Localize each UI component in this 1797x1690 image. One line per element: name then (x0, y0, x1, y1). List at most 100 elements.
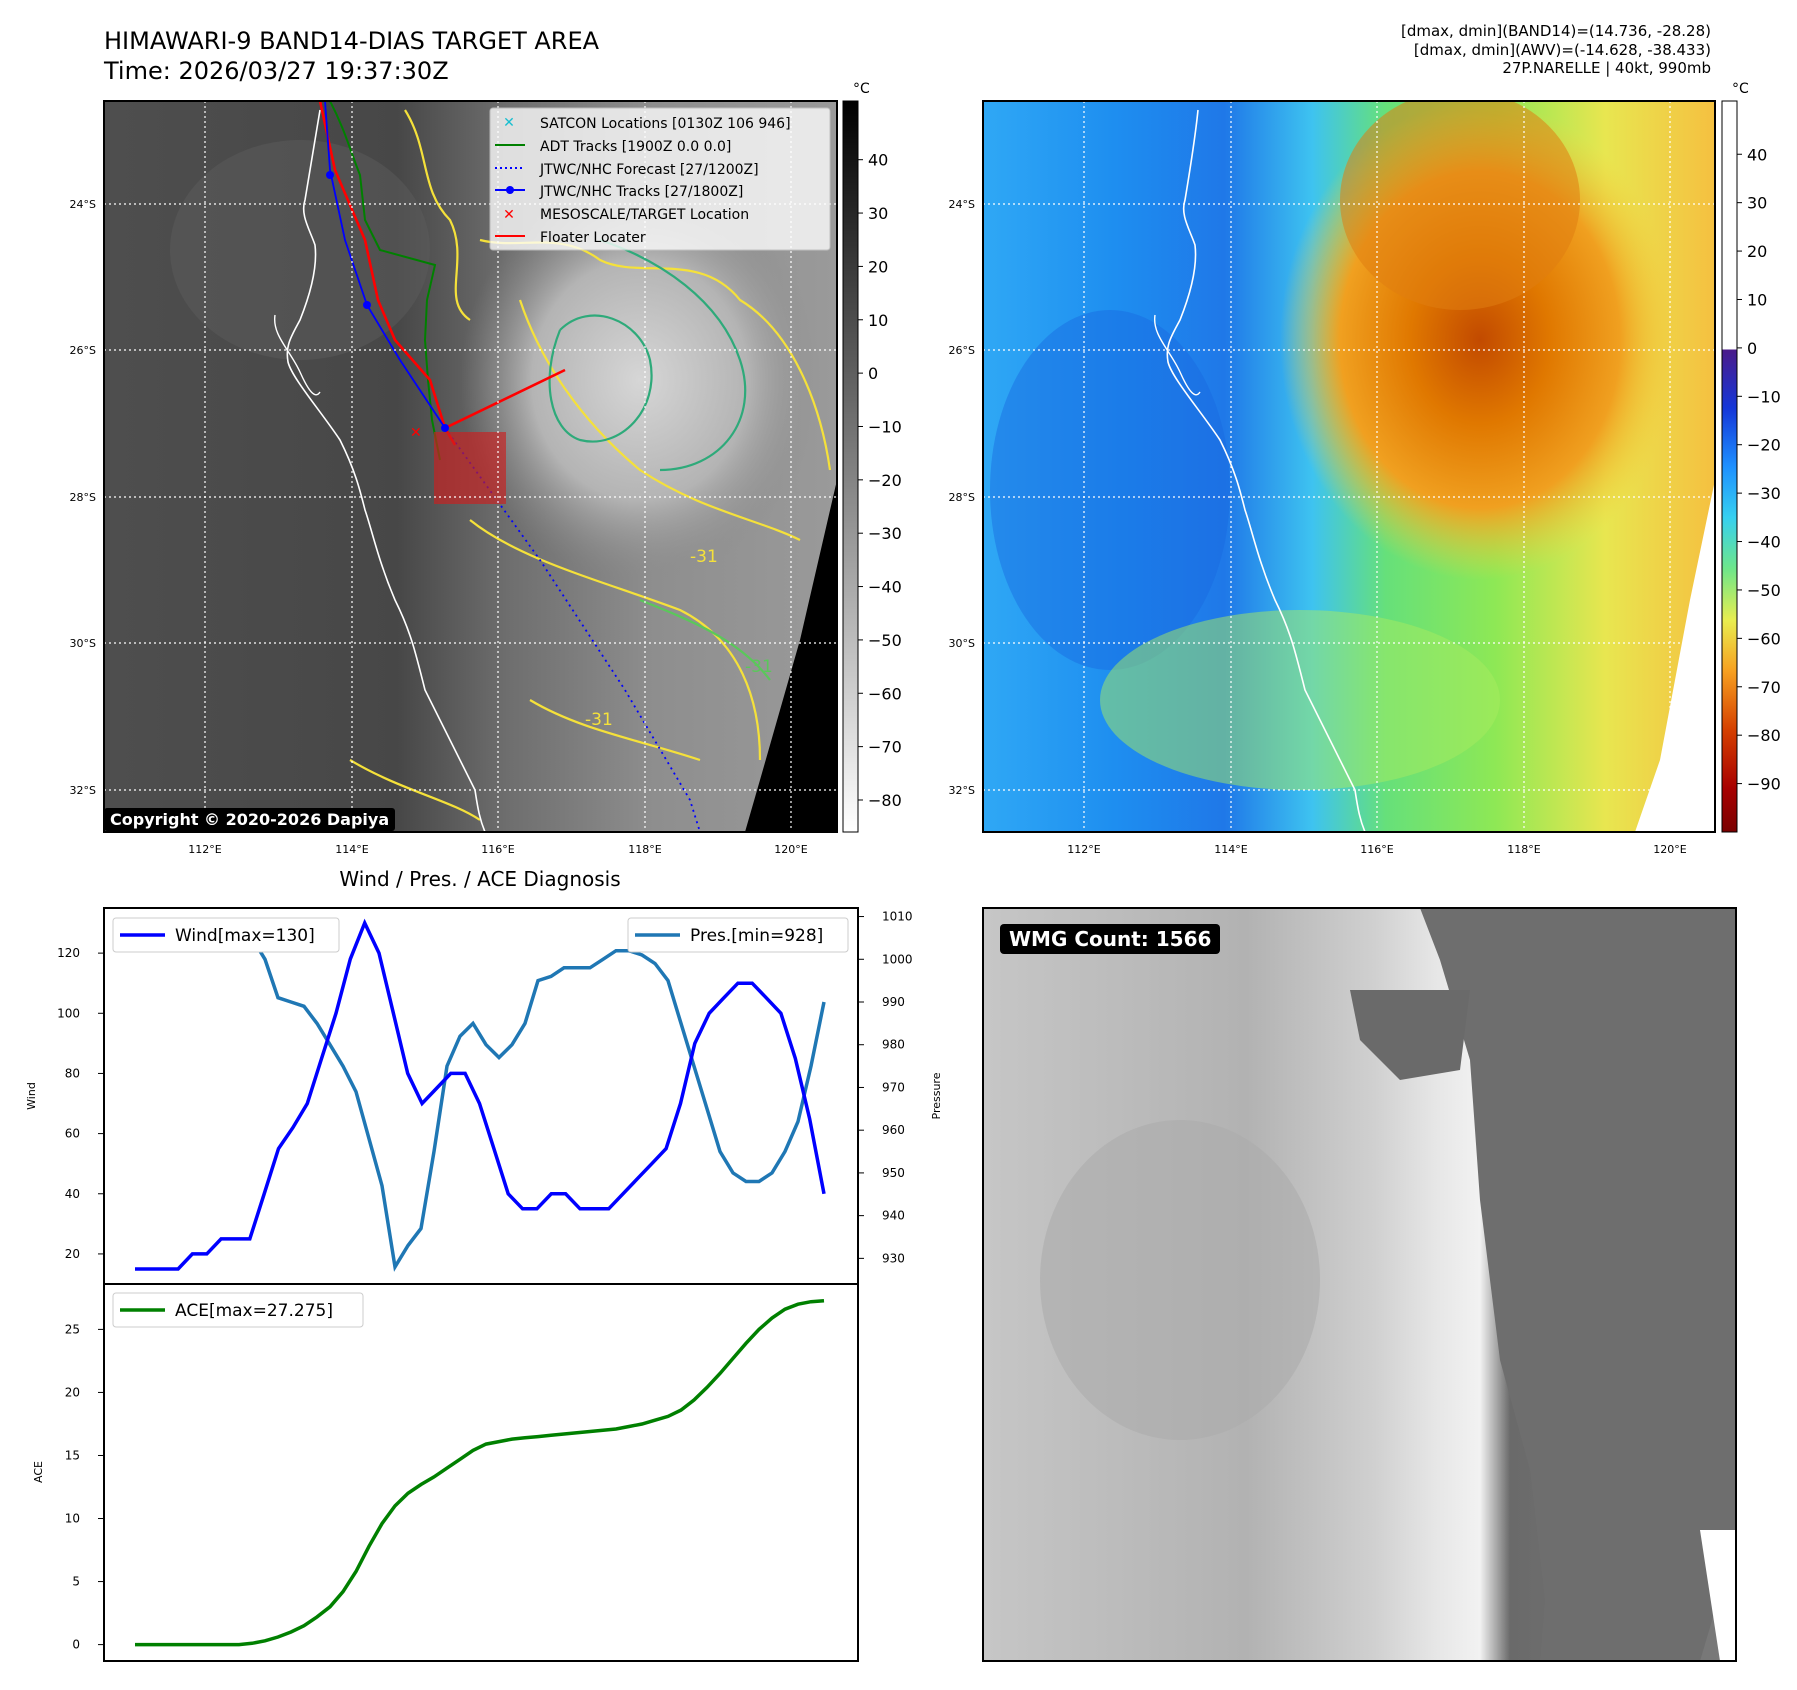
colorbar-tick-label: −80 (1747, 726, 1781, 745)
colorbar-tick-label: 10 (1747, 290, 1767, 309)
svg-text:28°S: 28°S (70, 491, 96, 504)
pressure-tick-label: 970 (882, 1080, 905, 1094)
colorbar-tick-label: 0 (1747, 339, 1757, 358)
track-point (441, 424, 449, 432)
mesoscale-marker: ✕ (410, 425, 422, 441)
colorbar-tick-label: 20 (868, 257, 888, 276)
colorbar-tick-label: 40 (1747, 145, 1767, 164)
awv-colorbar: °C 40 30 20 10 0 −10 −20 −30 −40 −50 −60 −70 −80 −90 (1721, 81, 1781, 833)
awv-warm-patch (1340, 101, 1580, 310)
colorbar-tick-label: −90 (1747, 775, 1781, 794)
colorbar-tick-label: −10 (868, 417, 902, 436)
contour-label: -31 (585, 710, 613, 730)
svg-text:114°E: 114°E (1214, 843, 1247, 856)
ace-legend-label: ACE[max=27.275] (175, 1301, 333, 1321)
colorbar-tick-label: −60 (1747, 629, 1781, 648)
legend-adt: ADT Tracks [1900Z 0.0 0.0] (540, 139, 731, 155)
ace-chart: ACE 0 5 10 15 20 25 ACE[max=27.275] (32, 1283, 859, 1662)
svg-text:24°S: 24°S (949, 198, 975, 211)
temperature-contours (349, 109, 832, 821)
ir-map-frame (103, 100, 838, 833)
svg-text:32°S: 32°S (70, 784, 96, 797)
wmg-panel (983, 908, 1736, 1661)
pressure-tick-label: 950 (882, 1166, 905, 1180)
wind-legend: Wind[max=130] (112, 917, 340, 953)
pressure-tick-label: 960 (882, 1123, 905, 1137)
awv-no-data (1635, 480, 1715, 832)
wmg-mid-patch (1040, 1120, 1320, 1440)
svg-text:118°E: 118°E (1507, 843, 1540, 856)
ir-lon-labels: 112°E 114°E 116°E 118°E 120°E (188, 843, 807, 856)
wind-legend-label: Wind[max=130] (175, 926, 315, 946)
svg-text:✕: ✕ (503, 115, 515, 131)
awv-map-panel (983, 101, 1715, 832)
wmg-no-data (1700, 1530, 1736, 1661)
title-line-1: HIMAWARI-9 BAND14-DIAS TARGET AREA (104, 27, 600, 55)
svg-text:24°S: 24°S (70, 198, 96, 211)
wind-tick-label: 40 (65, 1187, 80, 1201)
colorbar-tick-label: −10 (1747, 387, 1781, 406)
coastline-bay (274, 314, 321, 396)
svg-text:✕: ✕ (503, 207, 515, 223)
ace-tick-label: 25 (65, 1322, 80, 1336)
cloud-patch (170, 140, 430, 360)
legend-mesoscale: MESOSCALE/TARGET Location (540, 207, 749, 223)
target-box (434, 432, 506, 504)
colorbar-tick-label: 0 (868, 364, 878, 383)
awv-colorbar-unit: °C (1732, 81, 1749, 97)
colorbar-tick-label: −30 (1747, 484, 1781, 503)
wind-tick-label: 100 (57, 1006, 80, 1020)
colorbar-tick-label: 20 (1747, 242, 1767, 261)
info-band14: [dmax, dmin](BAND14)=(14.736, -28.28) (1400, 22, 1711, 40)
colorbar-tick-label: 40 (868, 151, 888, 170)
colorbar-tick-label: −70 (868, 738, 902, 757)
awv-coastline-bay (1154, 314, 1201, 396)
ace-series-line (135, 1298, 825, 1647)
pressure-tick-label: 1000 (882, 952, 913, 966)
cloud-mass (460, 180, 820, 580)
wind-pressure-chart: Wind Pressure 20 40 60 80 100 120 930 940 950 96… (25, 907, 943, 1285)
figure-info: [dmax, dmin](BAND14)=(14.736, -28.28) [d… (1401, 22, 1711, 78)
figure-title: HIMAWARI-9 BAND14-DIAS TARGET AREA Time: … (104, 26, 599, 86)
wind-tick-label: 20 (65, 1247, 80, 1261)
copyright-badge: Copyright © 2020-2026 Dapiya (104, 808, 396, 831)
contour-label: -31 (745, 657, 773, 677)
wmg-frame (982, 907, 1737, 1662)
contour-label: -31 (690, 547, 718, 567)
wind-series-line (135, 918, 826, 1271)
pressure-tick-label: 990 (882, 995, 905, 1009)
pressure-legend-label: Pres.[min=928] (690, 926, 823, 946)
svg-text:28°S: 28°S (949, 491, 975, 504)
wmg-dark-patch (1350, 990, 1470, 1080)
pressure-tick-label: 930 (882, 1251, 905, 1265)
wind-tick-label: 120 (57, 946, 80, 960)
ace-axis-label: ACE (32, 1461, 45, 1483)
legend-forecast: JTWC/NHC Forecast [27/1200Z] (539, 162, 759, 178)
wind-axis-label: Wind (25, 1082, 38, 1110)
colorbar-tick-label: −60 (868, 684, 902, 703)
jtwc-forecast-track (444, 427, 701, 832)
ace-tick-label: 5 (72, 1575, 80, 1589)
track-point (326, 171, 334, 179)
awv-lat-labels: 24°S 26°S 28°S 30°S 32°S (949, 198, 975, 797)
svg-text:118°E: 118°E (628, 843, 661, 856)
ir-colorbar: °C 40 30 20 10 0 −10 −20 −30 −40 −50 −60 −70 −80 (842, 81, 902, 833)
adt-track (329, 101, 441, 461)
pressure-tick-label: 940 (882, 1209, 905, 1223)
pressure-axis-label: Pressure (930, 1072, 943, 1119)
svg-text:114°E: 114°E (335, 843, 368, 856)
pressure-tick-label: 1010 (882, 910, 913, 924)
svg-text:30°S: 30°S (70, 637, 96, 650)
awv-gridlines (983, 101, 1715, 832)
colorbar-tick-label: −30 (868, 524, 902, 543)
pressure-legend: Pres.[min=928] (627, 917, 849, 953)
svg-text:112°E: 112°E (188, 843, 221, 856)
floater-locater (318, 101, 566, 446)
ir-map-panel: ✕ -31 -31 -31 (104, 101, 837, 832)
colorbar-tick-label: −40 (868, 578, 902, 597)
jtwc-track (324, 101, 446, 429)
legend-satcon: SATCON Locations [0130Z 106 946] (540, 116, 791, 132)
colorbar-tick-label: −50 (1747, 581, 1781, 600)
awv-lon-labels: 112°E 114°E 116°E 118°E 120°E (1067, 843, 1686, 856)
